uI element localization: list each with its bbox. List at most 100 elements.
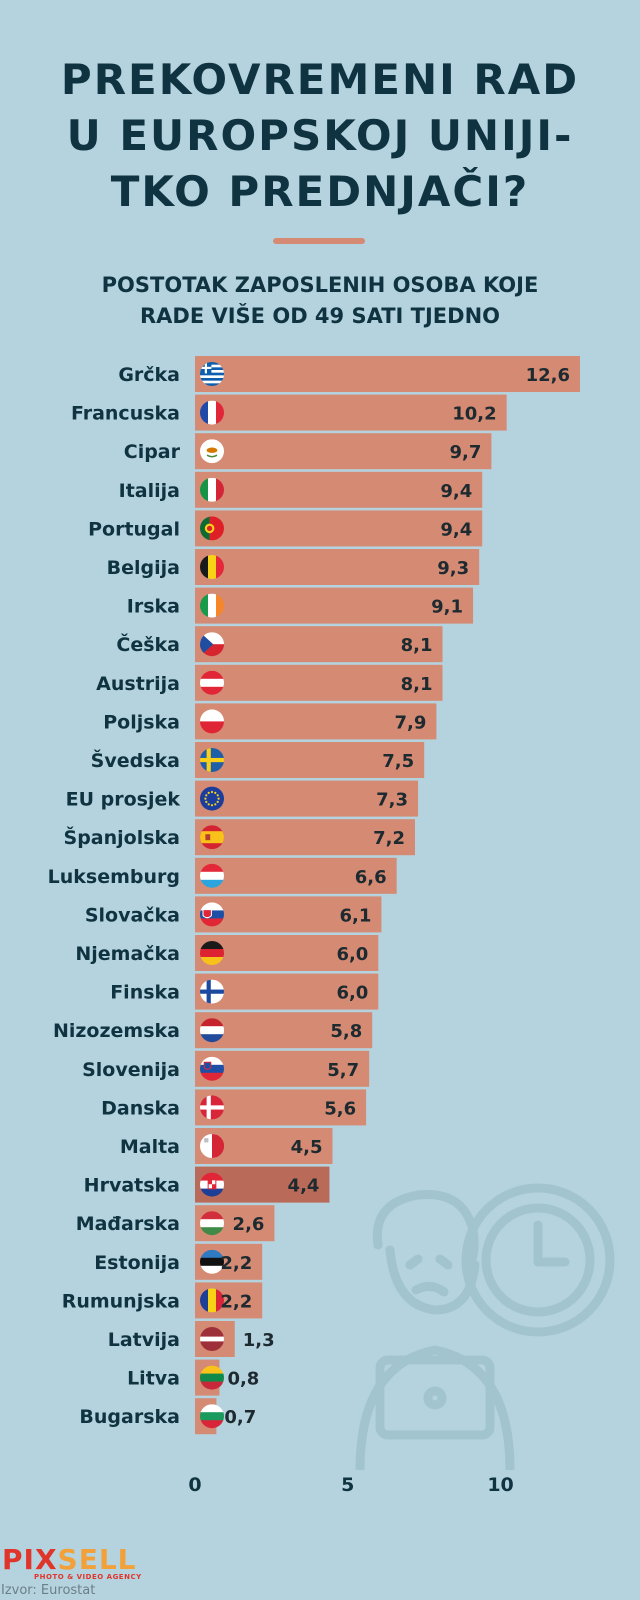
bar [195,1050,370,1087]
ireland-flag-icon [200,593,224,618]
finland-flag-icon [200,979,224,1004]
portugal-flag-icon [200,516,224,541]
title-line: TKO PREDNJAČI? [110,167,530,216]
category-label: Njemačka [75,943,180,965]
title-divider [273,238,365,244]
bulgaria-flag-icon [200,1404,224,1429]
eu-flag-icon [200,786,224,811]
category-label: Francuska [71,403,180,425]
category-label: Cipar [124,441,181,463]
data-label: 2,2 [220,1253,252,1274]
netherlands-flag-icon [200,1018,224,1043]
logo-tagline: PHOTO & VIDEO AGENCY [34,1573,142,1581]
data-label: 6,1 [339,905,371,926]
logo-accent: SELL [57,1543,137,1576]
bar [195,742,425,778]
data-label: 4,5 [291,1137,323,1158]
source-note: Izvor: Eurostat [1,1583,96,1598]
category-label: Slovenija [82,1059,180,1081]
italy-flag-icon [200,477,224,502]
category-label: Rumunjska [62,1290,180,1312]
croatia-flag-icon [200,1172,224,1197]
data-label: 4,4 [288,1176,320,1197]
subtitle-line: RADE VIŠE OD 49 SATI TJEDNO [139,304,501,328]
cyprus-flag-icon [200,439,224,464]
data-label: 2,2 [220,1291,252,1312]
category-label: Luksemburg [48,866,180,888]
bar [195,819,415,856]
category-label: Malta [120,1136,180,1158]
category-label: Nizozemska [53,1020,180,1042]
bar [195,549,480,585]
title-line: PREKOVREMENI RAD [60,55,580,104]
bar [195,356,580,392]
bar [195,703,437,740]
bar [195,471,483,508]
data-label: 7,5 [382,751,414,772]
data-label: 0,7 [224,1407,256,1428]
data-label: 5,8 [330,1021,362,1042]
data-label: 5,7 [327,1060,359,1081]
spain-flag-icon [200,825,224,850]
data-label: 9,4 [440,519,472,540]
data-label: 9,1 [431,597,463,618]
germany-flag-icon [200,941,224,965]
data-label: 7,9 [394,712,426,733]
data-label: 0,8 [227,1369,259,1390]
bar [195,587,474,624]
bar [195,973,379,1010]
category-label: Mađarska [76,1213,180,1235]
category-label: Portugal [88,518,180,540]
logo-main: PIX [2,1543,58,1576]
belgium-flag-icon [200,555,224,579]
subtitle-line: POSTOTAK ZAPOSLENIH OSOBA KOJE [101,273,539,297]
title-line: U EUROPSKOJ UNIJI- [66,111,574,160]
category-label: Španjolska [64,825,180,849]
bar [195,1012,373,1049]
category-label: Hrvatska [84,1175,180,1197]
bar [195,857,397,894]
poland-flag-icon [200,709,224,734]
data-label: 6,0 [336,983,368,1004]
denmark-flag-icon [200,1095,224,1120]
data-label: 9,4 [440,481,472,502]
slovakia-flag-icon [200,902,224,927]
romania-flag-icon [200,1288,224,1313]
data-label: 7,2 [373,828,405,849]
category-label: Estonija [94,1252,180,1274]
chart-subtitle: POSTOTAK ZAPOSLENIH OSOBA KOJE RADE VIŠE… [0,270,640,332]
lithuania-flag-icon [200,1365,224,1390]
slovenia-flag-icon [200,1056,224,1081]
category-label: Latvija [108,1329,180,1351]
data-label: 7,3 [376,790,408,811]
data-label: 8,1 [401,674,433,695]
category-label: Litva [127,1368,180,1390]
category-label: Irska [127,596,180,618]
category-label: EU prosjek [66,789,181,811]
czechia-flag-icon [200,632,224,657]
austria-flag-icon [200,670,224,695]
bar [195,626,443,663]
bar [195,394,507,431]
malta-flag-icon [200,1134,224,1158]
bar [195,896,382,933]
data-label: 12,6 [526,365,570,386]
data-label: 10,2 [452,404,496,425]
hungary-flag-icon [200,1211,224,1236]
bar [195,935,379,971]
bar [195,510,483,547]
category-label: Italija [119,480,180,502]
bar [195,780,419,817]
category-label: Belgija [107,557,180,579]
data-label: 2,6 [233,1214,265,1235]
x-tick-label: 5 [341,1474,354,1496]
bar [195,664,443,701]
category-label: Češka [116,632,180,656]
data-label: 6,6 [355,867,387,888]
data-label: 9,3 [437,558,469,579]
x-tick-label: 0 [188,1474,201,1496]
category-label: Danska [101,1097,180,1119]
data-label: 8,1 [401,635,433,656]
category-label: Finska [110,982,180,1004]
